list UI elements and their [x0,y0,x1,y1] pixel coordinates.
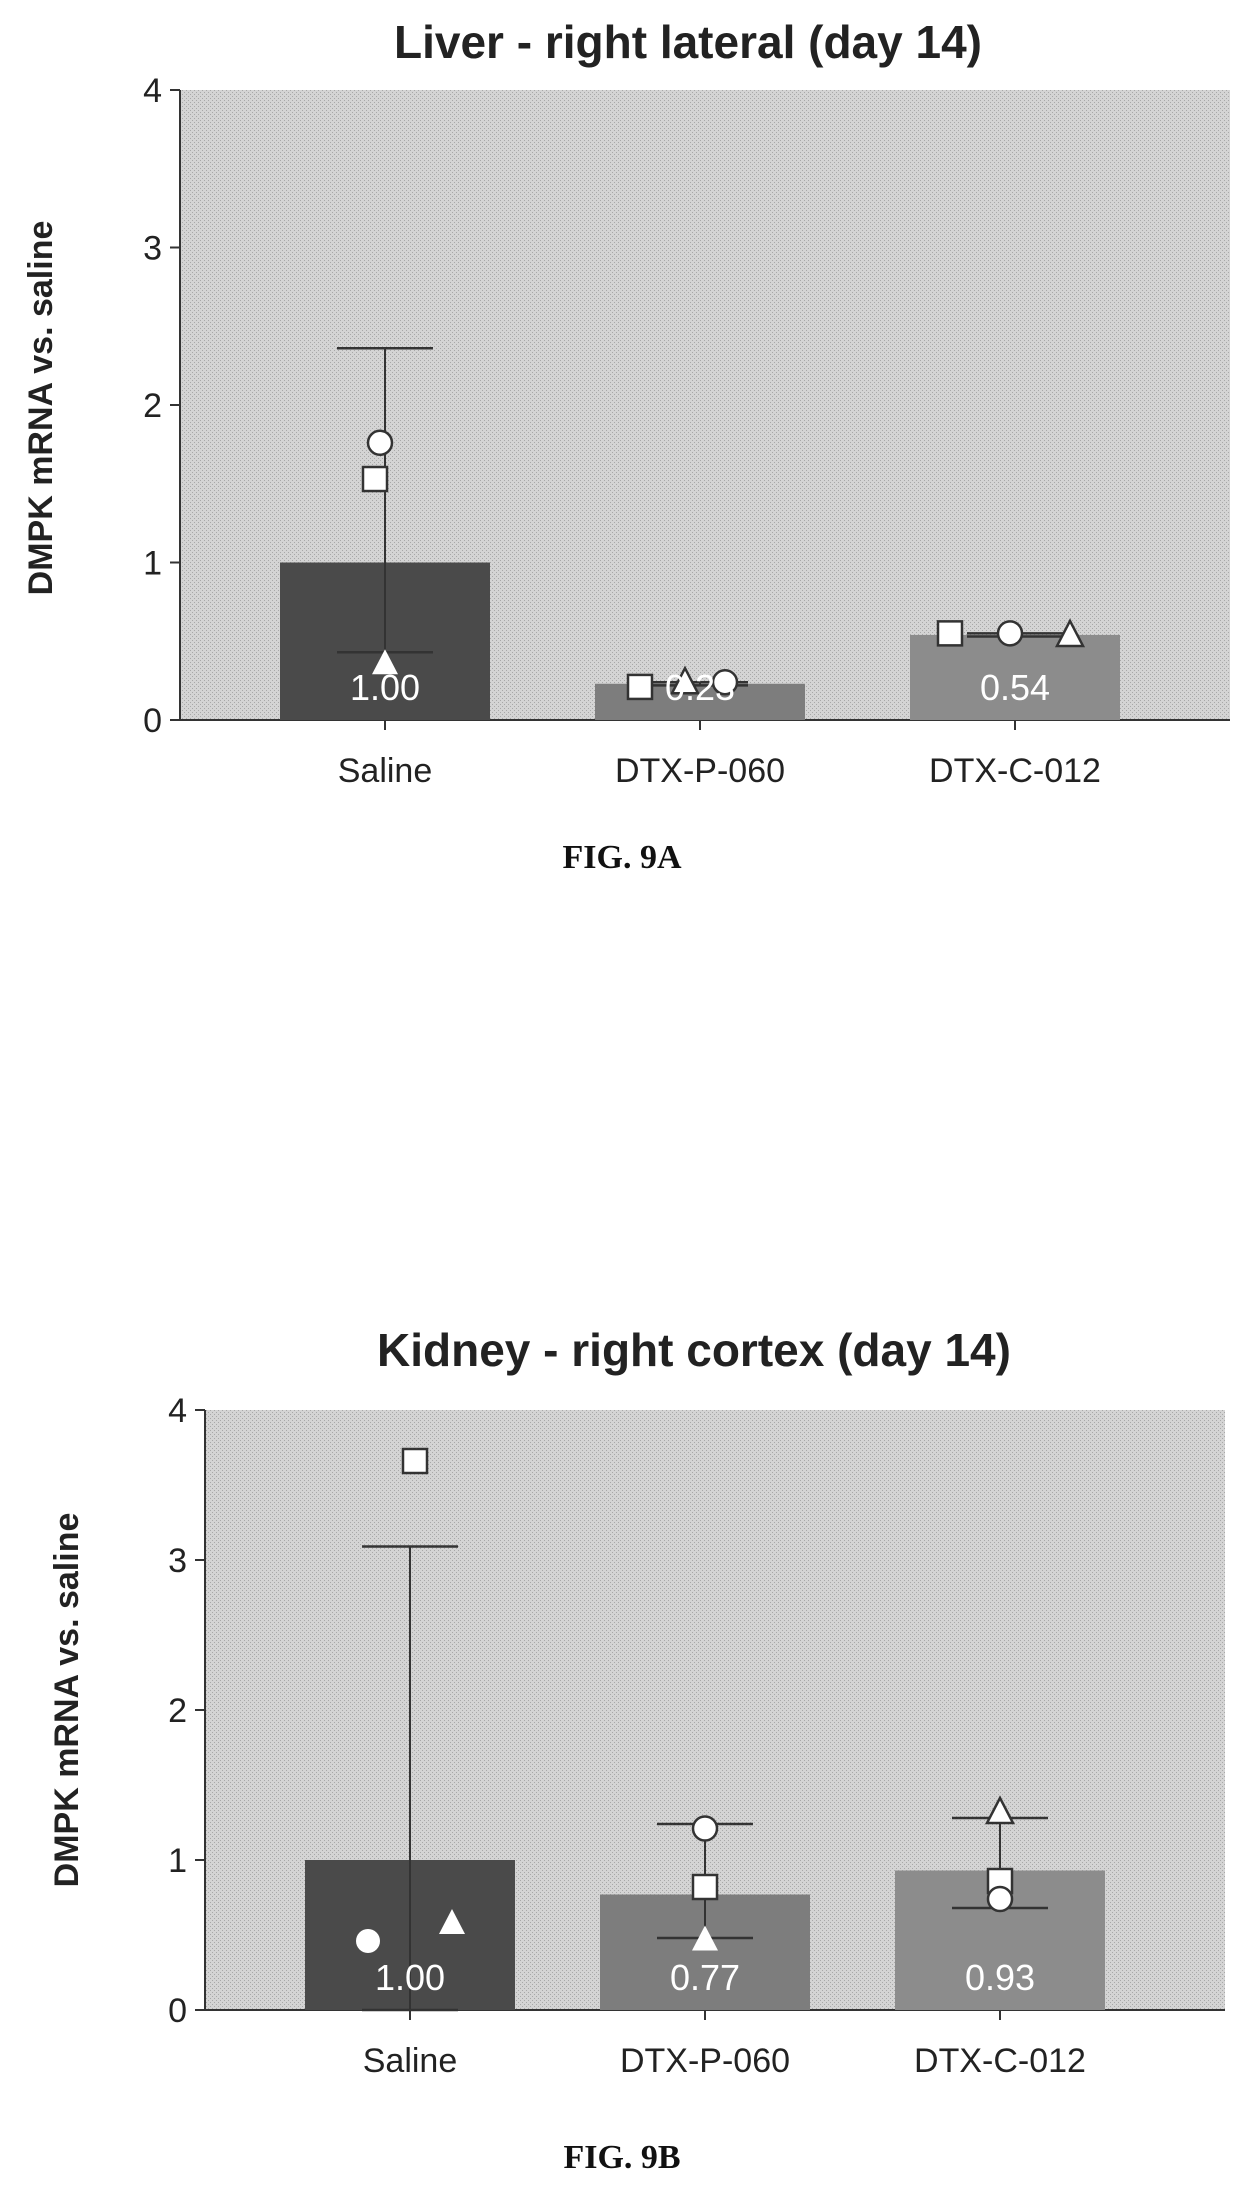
data-point-square [626,673,654,701]
y-tick-label: 1 [143,545,162,583]
data-point-circle [691,1815,719,1842]
y-tick-label: 3 [168,1542,187,1580]
data-point-circle [996,620,1024,647]
data-point-circle [366,429,394,457]
figure-label: FIG. 9B [563,2139,680,2176]
bar-value-label: 0.23 [665,667,735,708]
y-tick-label: 4 [143,72,162,110]
bar-value-label: 1.00 [375,1957,445,1998]
bar [910,634,1120,720]
chart-title: Liver - right lateral (day 14) [394,16,982,68]
chart-kidney: Kidney - right cortex (day 14) DMPK mRNA… [48,1324,1225,2176]
y-tick-label: 4 [168,1392,187,1430]
y-tick-label: 3 [143,230,162,268]
bar-value-label: 0.54 [980,667,1050,708]
category-label: Saline [363,2042,458,2080]
data-point-triangle [372,649,398,675]
data-point-circle [711,668,739,696]
y-axis-label: DMPK mRNA vs. saline [22,221,60,596]
chart-liver: Liver - right lateral (day 14) DMPK mRNA… [22,16,1230,876]
category-label: Saline [338,752,433,790]
category-label: DTX-P-060 [615,752,785,790]
category-label: DTX-C-012 [929,752,1101,790]
y-tick-label: 2 [143,387,162,425]
bar-value-label: 1.00 [350,667,420,708]
y-tick-label: 0 [168,1992,187,2030]
data-point-square [691,1873,719,1901]
figure-label: FIG. 9A [563,839,682,876]
chart-title: Kidney - right cortex (day 14) [377,1324,1011,1376]
bar-value-label: 0.93 [965,1957,1035,1998]
data-point-triangle [669,665,701,695]
data-point-square [936,620,964,647]
bar-value-label: 0.77 [670,1957,740,1998]
category-label: DTX-C-012 [914,2042,1086,2080]
data-point-triangle [984,1795,1016,1825]
data-point-triangle [1054,618,1086,648]
data-point-triangle [439,1909,465,1934]
data-point-triangle [692,1925,718,1951]
data-point-circle [986,1885,1014,1913]
y-axis-label: DMPK mRNA vs. saline [48,1513,86,1888]
data-point-square [361,465,389,493]
y-tick-label: 0 [143,702,162,740]
category-label: DTX-P-060 [620,2042,790,2080]
y-tick-label: 1 [168,1842,187,1880]
y-tick-label: 2 [168,1692,187,1730]
data-point-square [401,1447,429,1475]
data-point-circle [356,1929,380,1953]
